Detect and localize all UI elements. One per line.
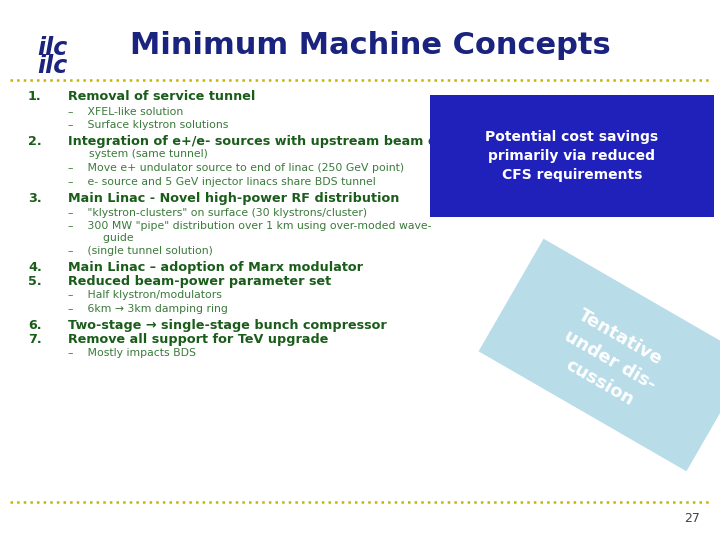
Text: 5.: 5.	[28, 275, 42, 288]
Text: Potential cost savings
primarily via reduced
CFS requirements: Potential cost savings primarily via red…	[485, 130, 659, 183]
Text: Integration of e+/e- sources with upstream beam delivery: Integration of e+/e- sources with upstre…	[68, 135, 486, 148]
Text: Minimum Machine Concepts: Minimum Machine Concepts	[130, 30, 611, 59]
FancyBboxPatch shape	[430, 95, 714, 217]
Text: Two-stage → single-stage bunch compressor: Two-stage → single-stage bunch compresso…	[68, 319, 387, 332]
Text: guide: guide	[68, 233, 134, 243]
Text: under dis-: under dis-	[561, 327, 659, 394]
Text: 27: 27	[684, 511, 700, 524]
Text: Remove all support for TeV upgrade: Remove all support for TeV upgrade	[68, 333, 328, 346]
Text: 4.: 4.	[28, 261, 42, 274]
Text: –    Surface klystron solutions: – Surface klystron solutions	[68, 120, 228, 130]
Text: –    "klystron-clusters" on surface (30 klystrons/cluster): – "klystron-clusters" on surface (30 kly…	[68, 208, 367, 218]
Text: –    Move e+ undulator source to end of linac (250 GeV point): – Move e+ undulator source to end of lin…	[68, 164, 404, 173]
FancyBboxPatch shape	[479, 239, 720, 471]
Text: –    Mostly impacts BDS: – Mostly impacts BDS	[68, 348, 196, 358]
Text: –    300 MW "pipe" distribution over 1 km using over-moded wave-: – 300 MW "pipe" distribution over 1 km u…	[68, 221, 431, 231]
Text: Reduced beam-power parameter set: Reduced beam-power parameter set	[68, 275, 331, 288]
Text: 2.: 2.	[28, 135, 42, 148]
Text: –    Half klystron/modulators: – Half klystron/modulators	[68, 291, 222, 300]
Text: Tentative: Tentative	[575, 306, 665, 368]
Text: 7.: 7.	[28, 333, 42, 346]
Text: –    XFEL-like solution: – XFEL-like solution	[68, 107, 184, 117]
Text: Main Linac – adoption of Marx modulator: Main Linac – adoption of Marx modulator	[68, 261, 363, 274]
Text: Main Linac - Novel high-power RF distribution: Main Linac - Novel high-power RF distrib…	[68, 192, 400, 205]
Text: Removal of service tunnel: Removal of service tunnel	[68, 90, 256, 103]
Text: system (same tunnel): system (same tunnel)	[68, 149, 208, 159]
Text: –    (single tunnel solution): – (single tunnel solution)	[68, 246, 213, 256]
Text: 3.: 3.	[28, 192, 42, 205]
Text: ilc: ilc	[37, 54, 67, 78]
Text: –    e- source and 5 GeV injector linacs share BDS tunnel: – e- source and 5 GeV injector linacs sh…	[68, 177, 376, 187]
Text: –    6km → 3km damping ring: – 6km → 3km damping ring	[68, 304, 228, 314]
Text: 1.: 1.	[28, 90, 42, 103]
Text: 6.: 6.	[28, 319, 42, 332]
Text: ilc: ilc	[37, 36, 67, 60]
Text: cussion: cussion	[563, 356, 637, 410]
